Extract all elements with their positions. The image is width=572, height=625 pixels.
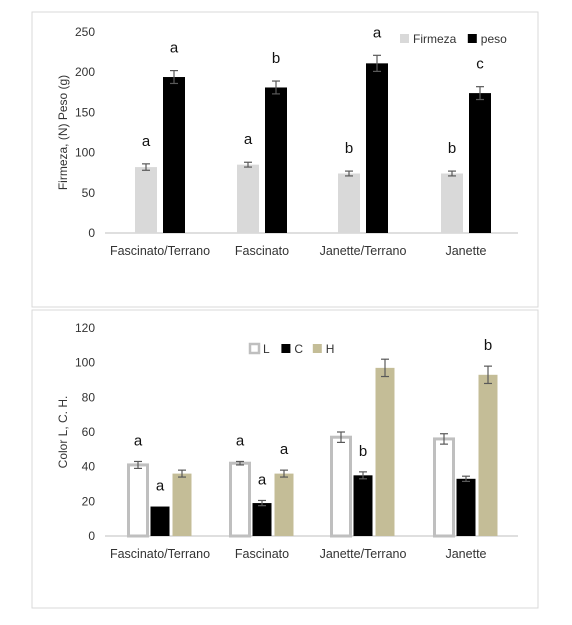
bar-peso-fascinato-terrano [163,77,185,233]
significance-label-c: a [156,478,165,495]
significance-label-firmeza: a [142,133,151,150]
bar-h-fascinato-terrano [172,473,192,536]
y-tick-label: 0 [88,226,95,240]
legend-label-peso: peso [481,32,507,46]
bar-l-fascinato-terrano [127,463,149,538]
y-tick-label: 150 [75,105,95,119]
legend-label-h: H [326,342,335,356]
y-tick-label: 20 [82,494,96,508]
chart-color: 0 20 40 60 80 100 120 Color L, C. H. Fascinato/T… [56,321,518,561]
bar-firmeza-fascinato-terrano [135,167,157,233]
significance-label-peso: a [170,40,179,57]
y-axis-title: Firmeza, (N) Peso (g) [56,75,70,190]
legend-label-c: C [294,342,303,356]
bar-l-fascinato [229,461,251,538]
bar-l-janette-terrano [330,435,352,538]
bar-firmeza-janette [441,173,463,233]
significance-label-firmeza: b [448,140,456,157]
legend-label-firmeza: Firmeza [413,32,457,46]
y-tick-label: 40 [82,460,96,474]
x-tick-label-janette-terrano: Janette/Terrano [320,244,407,258]
bar-c-fascinato [252,503,272,536]
significance-label-peso: c [476,56,484,73]
significance-label-h: b [484,337,492,354]
legend-swatch-firmeza [400,34,409,43]
y-tick-label: 100 [75,146,95,160]
x-tick-label-fascinato-terrano: Fascinato/Terrano [110,244,210,258]
bar-c-janette [456,478,476,536]
x-tick-label-fascinato-terrano: Fascinato/Terrano [110,547,210,561]
y-tick-label: 60 [82,425,96,439]
bar-h-janette [478,374,498,536]
significance-label-firmeza: b [345,140,353,157]
significance-label-peso: b [272,50,280,67]
x-tick-label-janette: Janette [445,547,486,561]
significance-label-h: a [280,441,289,458]
significance-label-l: a [236,432,245,449]
chart-firmeza-peso: 0 50 100 150 200 250 Firmeza, (N) Peso (g) Fasc… [56,24,518,258]
x-tick-label-fascinato: Fascinato [235,547,289,561]
bar-peso-janette-terrano [366,63,388,233]
bar-h-fascinato [274,473,294,536]
legend-label-l: L [263,342,270,356]
bar-peso-fascinato [265,87,287,233]
x-tick-label-janette: Janette [445,244,486,258]
y-tick-label: 100 [75,356,95,370]
significance-label-l: a [134,432,143,449]
legend-swatch-l [248,342,261,355]
legend-swatch-peso [467,34,477,43]
bar-firmeza-janette-terrano [338,173,360,233]
x-tick-label-janette-terrano: Janette/Terrano [320,547,407,561]
y-tick-label: 80 [82,390,96,404]
y-tick-label: 50 [82,186,96,200]
significance-label-c: b [359,443,367,460]
y-axis-title: Color L, C. H. [56,396,70,469]
bar-firmeza-fascinato [237,164,259,233]
bar-l-janette [433,437,455,538]
significance-label-peso: a [373,24,382,41]
y-tick-label: 200 [75,65,95,79]
x-tick-label-fascinato: Fascinato [235,244,289,258]
bar-peso-janette [469,93,491,233]
bar-c-janette-terrano [353,475,373,536]
bar-c-fascinato-terrano [150,506,170,536]
bar-h-janette-terrano [375,367,395,536]
significance-label-c: a [258,471,267,488]
legend-swatch-c [281,344,291,353]
y-tick-label: 250 [75,25,95,39]
legend-swatch-h [312,344,322,353]
y-tick-label: 120 [75,321,95,335]
y-tick-label: 0 [88,529,95,543]
chart-2-border [31,309,539,609]
significance-label-firmeza: a [244,131,253,148]
